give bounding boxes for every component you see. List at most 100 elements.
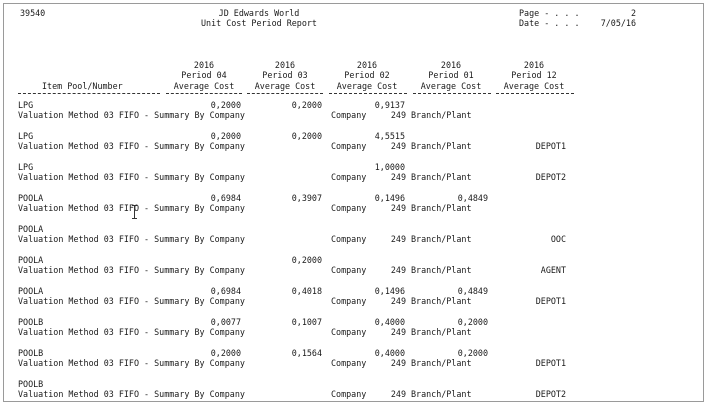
- header-separator: [496, 93, 574, 94]
- period-name: Period 12: [511, 70, 557, 80]
- branch-plant-label: Branch/Plant: [411, 203, 472, 213]
- company-label: Company: [331, 234, 367, 244]
- page-label: Page - . . .: [519, 8, 580, 18]
- period-year: 2016: [193, 60, 215, 70]
- branch-plant-label: Branch/Plant: [411, 141, 472, 151]
- valuation-method: Valuation Method 03 FIFO - Summary By Co…: [18, 265, 245, 275]
- company-number: 249: [390, 203, 406, 213]
- company-label: Company: [331, 358, 367, 368]
- header-separator: [413, 93, 491, 94]
- company-number: 249: [390, 389, 406, 399]
- date-value: 7/05/16: [600, 18, 636, 28]
- average-cost-value: 0,1007: [291, 317, 322, 327]
- header-separator: [247, 93, 323, 94]
- company-number: 249: [390, 141, 406, 151]
- item-pool: POOLA: [18, 224, 44, 234]
- branch-plant-label: Branch/Plant: [411, 358, 472, 368]
- item-pool: POOLA: [18, 193, 44, 203]
- company-label: Company: [331, 141, 367, 151]
- average-cost-value: 0,2000: [457, 348, 488, 358]
- item-pool: POOLB: [18, 379, 44, 389]
- company-label: Company: [331, 203, 367, 213]
- branch-plant-label: Branch/Plant: [411, 389, 472, 399]
- period-year: 2016: [440, 60, 462, 70]
- average-cost-value: 0,0077: [210, 317, 241, 327]
- average-cost-value: 0,2000: [291, 131, 322, 141]
- branch-plant-label: Branch/Plant: [411, 110, 472, 120]
- valuation-method: Valuation Method 03 FIFO - Summary By Co…: [18, 141, 245, 151]
- page-number: 2: [630, 8, 636, 18]
- item-pool: POOLA: [18, 286, 44, 296]
- report-page: 39540 JD Edwards World Unit Cost Period …: [3, 3, 704, 402]
- company-name: JD Edwards World: [218, 8, 300, 18]
- date-label: Date - . . .: [519, 18, 580, 28]
- branch-plant-value: OOC: [550, 234, 566, 244]
- average-cost-value: 1,0000: [374, 162, 405, 172]
- branch-plant-value: DEPOT1: [535, 358, 566, 368]
- period-label: Average Cost: [503, 81, 565, 91]
- period-label: Average Cost: [173, 81, 235, 91]
- average-cost-value: 0,6984: [210, 286, 241, 296]
- company-label: Company: [331, 265, 367, 275]
- branch-plant-value: DEPOT2: [535, 172, 566, 182]
- company-number: 249: [390, 265, 406, 275]
- branch-plant-label: Branch/Plant: [411, 296, 472, 306]
- period-label: Average Cost: [420, 81, 482, 91]
- average-cost-value: 4,5515: [374, 131, 405, 141]
- average-cost-value: 0,4018: [291, 286, 322, 296]
- branch-plant-value: DEPOT2: [535, 389, 566, 399]
- average-cost-value: 0,2000: [457, 317, 488, 327]
- branch-plant-label: Branch/Plant: [411, 172, 472, 182]
- header-separator: [166, 93, 242, 94]
- valuation-method: Valuation Method 03 FIFO - Summary By Co…: [18, 389, 245, 399]
- text-cursor-icon: [132, 205, 138, 219]
- item-pool: LPG: [18, 131, 34, 141]
- branch-plant-value: AGENT: [540, 265, 566, 275]
- company-label: Company: [331, 327, 367, 337]
- period-year: 2016: [274, 60, 296, 70]
- branch-plant-label: Branch/Plant: [411, 234, 472, 244]
- period-label: Average Cost: [254, 81, 316, 91]
- item-pool: POOLA: [18, 255, 44, 265]
- average-cost-value: 0,9137: [374, 100, 405, 110]
- average-cost-value: 0,1564: [291, 348, 322, 358]
- company-number: 249: [390, 327, 406, 337]
- average-cost-value: 0,4000: [374, 317, 405, 327]
- company-number: 249: [390, 234, 406, 244]
- average-cost-value: 0,1496: [374, 286, 405, 296]
- item-pool: LPG: [18, 100, 34, 110]
- period-name: Period 01: [428, 70, 474, 80]
- average-cost-value: 0,2000: [210, 131, 241, 141]
- average-cost-value: 0,2000: [291, 100, 322, 110]
- valuation-method: Valuation Method 03 FIFO - Summary By Co…: [18, 203, 245, 213]
- average-cost-value: 0,1496: [374, 193, 405, 203]
- average-cost-value: 0,2000: [210, 100, 241, 110]
- item-pool-header: Item Pool/Number: [42, 81, 123, 91]
- program-id: 39540: [20, 8, 46, 18]
- average-cost-value: 0,4000: [374, 348, 405, 358]
- company-number: 249: [390, 296, 406, 306]
- company-number: 249: [390, 110, 406, 120]
- average-cost-value: 0,4849: [457, 193, 488, 203]
- valuation-method: Valuation Method 03 FIFO - Summary By Co…: [18, 234, 245, 244]
- header-separator: [18, 93, 160, 94]
- valuation-method: Valuation Method 03 FIFO - Summary By Co…: [18, 358, 245, 368]
- average-cost-value: 0,2000: [291, 255, 322, 265]
- item-pool: POOLB: [18, 348, 44, 358]
- company-label: Company: [331, 389, 367, 399]
- average-cost-value: 0,6984: [210, 193, 241, 203]
- period-year: 2016: [523, 60, 545, 70]
- company-number: 249: [390, 358, 406, 368]
- period-name: Period 03: [262, 70, 308, 80]
- report-title: Unit Cost Period Report: [201, 18, 317, 28]
- header-separator: [329, 93, 407, 94]
- valuation-method: Valuation Method 03 FIFO - Summary By Co…: [18, 327, 245, 337]
- valuation-method: Valuation Method 03 FIFO - Summary By Co…: [18, 110, 245, 120]
- period-name: Period 02: [344, 70, 390, 80]
- branch-plant-label: Branch/Plant: [411, 327, 472, 337]
- average-cost-value: 0,4849: [457, 286, 488, 296]
- company-label: Company: [331, 296, 367, 306]
- company-label: Company: [331, 110, 367, 120]
- period-name: Period 04: [181, 70, 227, 80]
- average-cost-value: 0,3907: [291, 193, 322, 203]
